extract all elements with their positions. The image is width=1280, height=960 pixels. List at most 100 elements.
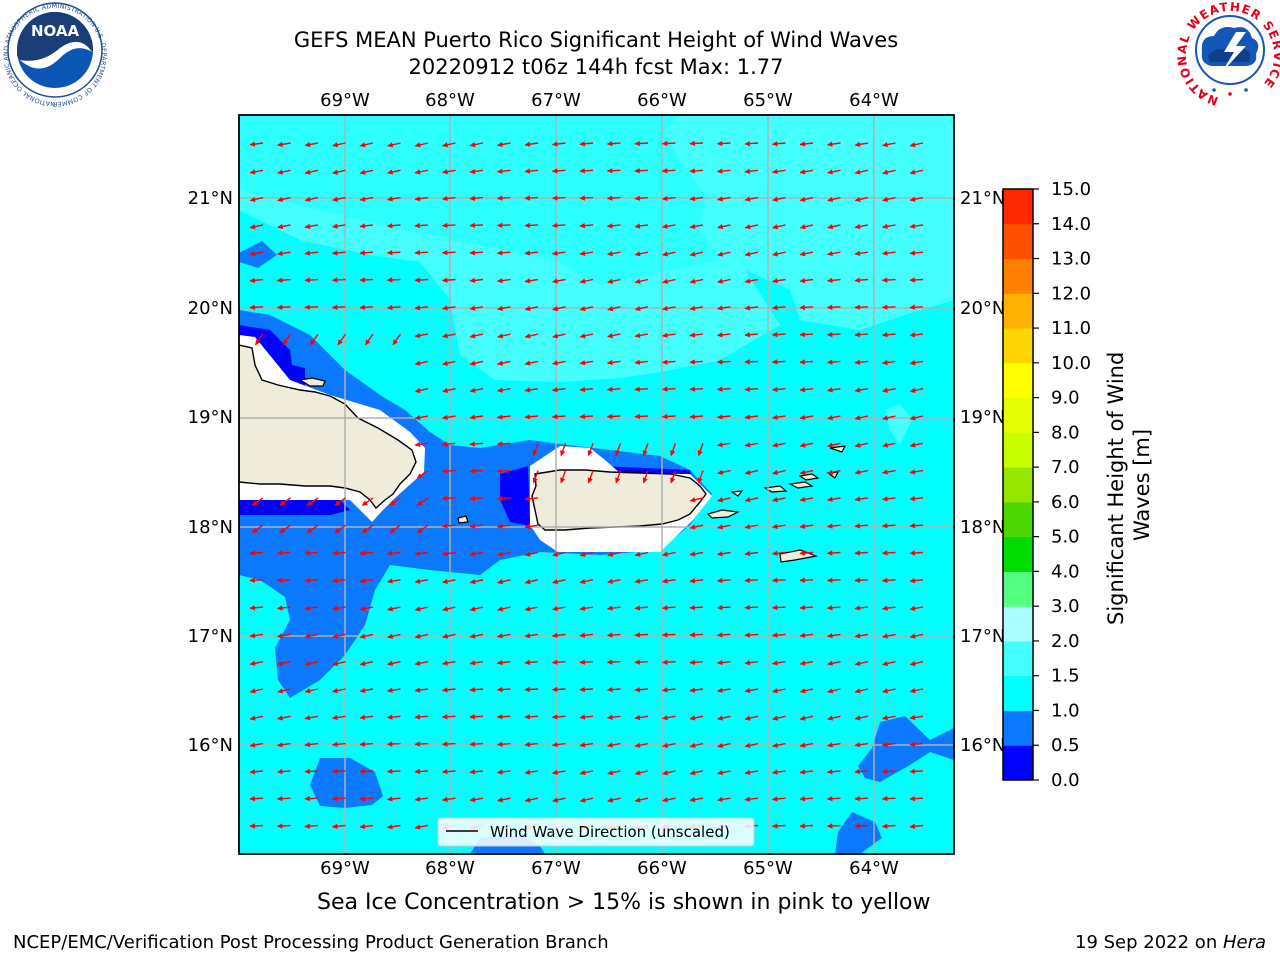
direction-arrowhead (854, 141, 861, 147)
lat-label-right: 21°N (960, 188, 1005, 209)
direction-arrowhead (826, 823, 833, 829)
direction-arrowhead (497, 551, 503, 557)
direction-arrowhead (799, 331, 805, 338)
direction-arrowhead (359, 714, 366, 720)
direction-arrowhead (716, 332, 723, 338)
direction-arrowhead (331, 823, 338, 829)
direction-arrowhead (716, 140, 723, 147)
direction-arrowhead (386, 250, 393, 256)
direction-arrowhead (689, 332, 696, 338)
direction-arrowhead (606, 605, 613, 611)
direction-arrowhead (606, 359, 613, 366)
direction-arrowhead (276, 605, 283, 611)
direction-arrowhead (689, 742, 696, 749)
direction-arrowhead (334, 527, 341, 534)
direction-arrowhead (414, 332, 421, 339)
direction-arrowhead (551, 742, 558, 748)
direction-arrowhead (331, 550, 338, 556)
direction-arrowhead (854, 660, 861, 667)
direction-arrowhead (717, 524, 724, 530)
direction-arrowhead (882, 633, 888, 639)
direction-arrowhead (744, 414, 751, 420)
direction-arrowhead (854, 523, 861, 529)
colorbar-band (1003, 571, 1033, 607)
direction-arrowhead (331, 577, 338, 584)
direction-arrowhead (249, 550, 255, 556)
direction-arrowhead (524, 551, 531, 557)
direction-arrowhead (551, 686, 558, 693)
direction-arrowhead (689, 414, 696, 420)
direction-arrowhead (524, 414, 531, 420)
direction-arrowhead (441, 768, 448, 775)
direction-arrowhead (607, 797, 614, 803)
direction-arrowhead (469, 495, 475, 502)
lon-label-bottom: 66°W (637, 858, 687, 879)
direction-arrowhead (552, 551, 559, 557)
direction-arrowhead (277, 715, 283, 721)
direction-arrowhead (606, 195, 613, 201)
direction-arrowhead (441, 468, 448, 474)
direction-arrowhead (744, 577, 751, 584)
direction-arrowhead (799, 523, 806, 529)
direction-arrowhead (716, 359, 723, 365)
direction-arrowhead (469, 195, 476, 201)
direction-arrowhead (579, 413, 585, 420)
colorbar-tick-label: 12.0 (1051, 283, 1091, 304)
direction-arrowhead (386, 768, 393, 775)
direction-arrowhead (359, 196, 366, 202)
direction-arrowhead (634, 223, 641, 229)
direction-arrowhead (469, 360, 476, 366)
direction-arrowhead (799, 387, 806, 393)
direction-arrowhead (634, 742, 641, 748)
direction-arrowhead (799, 359, 806, 365)
colorbar-band (1003, 710, 1033, 746)
direction-arrowhead (441, 714, 448, 720)
direction-arrowhead (552, 579, 559, 585)
direction-arrowhead (304, 660, 311, 667)
direction-arrowhead (689, 687, 696, 693)
direction-arrowhead (414, 796, 421, 802)
direction-arrowhead (909, 169, 916, 175)
direction-arrowhead (634, 168, 640, 174)
nws-logo: NATIONAL WEATHER SERVICE (1175, 0, 1280, 108)
direction-arrowhead (359, 660, 366, 667)
direction-arrowhead (532, 450, 538, 457)
direction-arrowhead (442, 142, 449, 148)
direction-arrowhead (359, 633, 366, 639)
direction-arrowhead (386, 714, 393, 720)
direction-arrowhead (304, 550, 310, 556)
direction-arrowhead (606, 686, 613, 693)
direction-arrowhead (332, 688, 339, 694)
direction-arrowhead (634, 578, 641, 584)
direction-arrowhead (826, 550, 833, 556)
direction-arrowhead (744, 796, 751, 802)
direction-arrowhead (607, 306, 614, 312)
direction-arrowhead (642, 477, 648, 484)
direction-arrowhead (634, 551, 641, 557)
direction-arrowhead (662, 305, 668, 312)
direction-arrowhead (386, 223, 393, 229)
hispaniola-land (239, 344, 417, 510)
direction-arrowhead (607, 251, 613, 257)
direction-arrowhead (469, 551, 476, 557)
direction-arrowhead (579, 195, 585, 201)
direction-arrowhead (716, 441, 723, 448)
direction-arrowhead (881, 605, 888, 611)
colorbar-tick-label: 3.0 (1051, 596, 1080, 617)
direction-arrowhead (799, 496, 806, 503)
direction-arrowhead (416, 500, 423, 506)
direction-arrowhead (827, 660, 833, 666)
direction-arrowhead (551, 250, 558, 256)
direction-arrowhead (771, 823, 778, 829)
direction-arrowhead (306, 527, 313, 534)
direction-arrowhead (552, 278, 558, 284)
direction-arrowhead (909, 714, 916, 721)
direction-arrowhead (387, 169, 394, 175)
colorbar-ticks: 0.0 0.5 1.0 1.5 2.0 3.0 4.0 5.0 6.0 7.0 8.0 9.0 10.0… (1033, 179, 1091, 791)
direction-arrowhead (496, 523, 503, 529)
direction-arrowhead (387, 660, 394, 666)
direction-arrowhead (331, 304, 338, 310)
direction-arrowhead (827, 224, 834, 230)
direction-arrowhead (332, 169, 339, 175)
colorbar-band (1003, 397, 1033, 433)
